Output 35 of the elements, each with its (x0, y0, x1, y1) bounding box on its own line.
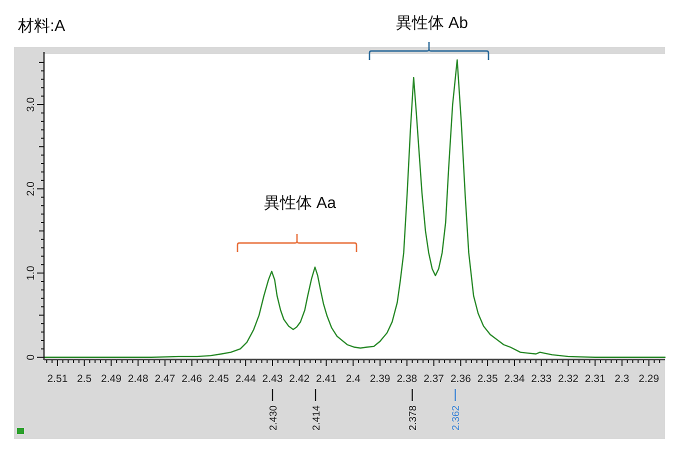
line-series (43, 59, 666, 358)
x-tick-label: 2.34 (504, 373, 525, 385)
x-tick-label: 2.37 (424, 373, 444, 385)
ref-line-label: 2.378 (408, 405, 420, 431)
x-tick-label: 2.51 (47, 373, 68, 385)
x-tick-label: 2.46 (182, 373, 202, 385)
y-tick-label: 2.0 (25, 181, 37, 196)
x-tick-label: 2.44 (235, 373, 256, 385)
y-tick-label: 1.0 (25, 266, 37, 280)
x-tick-label: 2.42 (289, 373, 310, 385)
x-tick-label: 2.43 (262, 373, 283, 385)
y-tick-label: 3.0 (25, 97, 37, 112)
x-tick-label: 2.32 (558, 373, 579, 385)
x-tick-label: 2.35 (477, 373, 498, 385)
x-tick-label: 2.38 (396, 373, 418, 385)
x-tick-label: 2.5 (77, 373, 92, 385)
x-tick-label: 2.3 (614, 373, 630, 385)
x-tick-label: 2.39 (370, 373, 390, 385)
x-tick-label: 2.48 (128, 373, 148, 385)
text: 異性体 Ab (396, 15, 468, 32)
annotation: 異性体 Aa (264, 195, 336, 212)
ref-line-label: 2.430 (268, 405, 280, 431)
x-tick-label: 2.4 (346, 373, 361, 385)
x-tick-label: 2.45 (208, 373, 230, 385)
x-tick-label: 2.49 (100, 373, 122, 385)
x-tick-label: 2.36 (450, 373, 472, 385)
x-tick-label: 2.29 (638, 373, 660, 385)
y-tick-label: 0 (25, 354, 37, 360)
x-tick-label: 2.33 (531, 373, 552, 385)
ref-line-label: 2.414 (311, 405, 322, 431)
x-tick-label: 2.31 (584, 373, 606, 385)
ref-line-label: 2.362 (451, 405, 462, 431)
x-tick-label: 2.47 (154, 373, 176, 385)
x-tick-label: 2.41 (316, 373, 337, 385)
chart-title: 材料:A (17, 17, 66, 35)
